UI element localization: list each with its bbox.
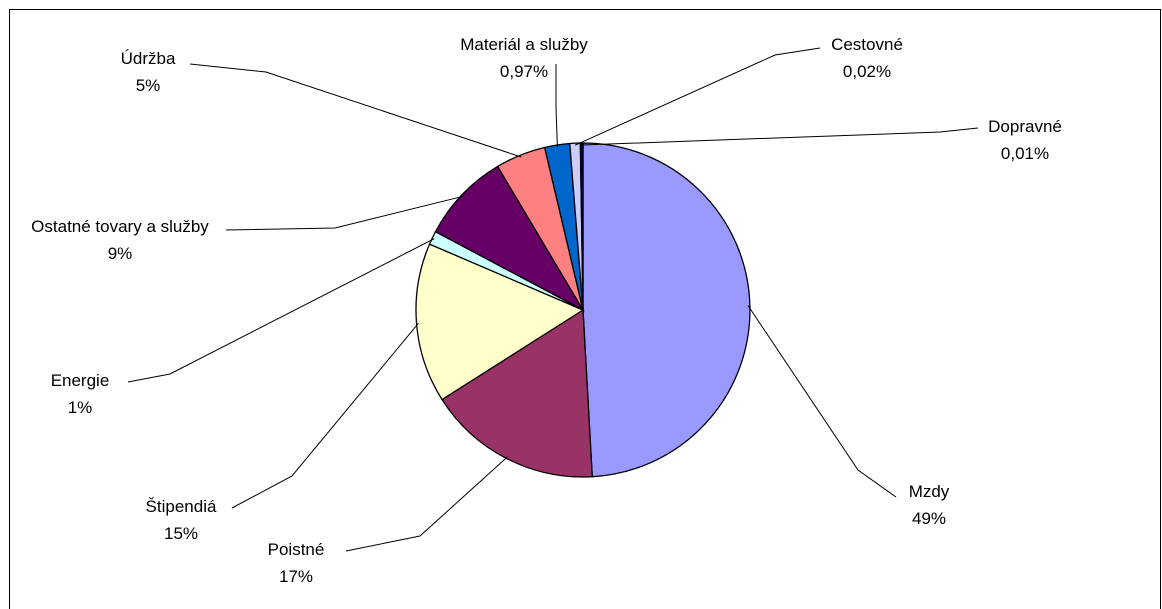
- label-dopravne-name: Dopravné: [988, 117, 1062, 136]
- label-material-name: Materiál a služby: [460, 35, 588, 54]
- label-ostatne-name: Ostatné tovary a služby: [31, 217, 209, 236]
- slice-ostatne: [434, 165, 585, 312]
- label-cestovne-name: Cestovné: [831, 35, 903, 54]
- leader-line-udrzba: [189, 63, 522, 158]
- label-poistne-name: Poistné: [268, 540, 325, 559]
- label-mzdy-value: 49%: [912, 509, 946, 528]
- label-poistne-value: 17%: [279, 567, 313, 586]
- slice-stipendia: [415, 243, 585, 401]
- pie-chart: Mzdy 49% Poistné 17% Štipendiá 15% Energ…: [31, 35, 1062, 586]
- label-energie-value: 1%: [68, 398, 93, 417]
- label-energie-name: Energie: [51, 371, 110, 390]
- slice-poistne: [441, 308, 593, 478]
- label-ostatne-value: 9%: [108, 244, 133, 263]
- label-cestovne-value: 0,02%: [843, 62, 891, 81]
- leader-line-energie: [127, 238, 435, 383]
- label-udrzba-name: Údržba: [121, 49, 176, 68]
- label-stipendia-value: 15%: [164, 524, 198, 543]
- leader-line-cestovne: [574, 47, 821, 146]
- label-dopravne-value: 0,01%: [1001, 144, 1049, 163]
- leader-line-poistne: [345, 456, 508, 552]
- chart-frame: [9, 9, 1161, 609]
- label-mzdy-name: Mzdy: [909, 482, 950, 501]
- label-udrzba-value: 5%: [136, 76, 161, 95]
- leader-line-ostatne: [225, 195, 464, 231]
- slice-mzdy: [582, 142, 751, 478]
- label-material-value: 0,97%: [500, 62, 548, 81]
- leader-line-mzdy: [747, 305, 897, 498]
- leader-line-stipendia: [231, 322, 419, 509]
- leader-line-material: [555, 64, 558, 148]
- label-stipendia-name: Štipendiá: [146, 497, 217, 516]
- leader-line-dopravne: [581, 127, 979, 146]
